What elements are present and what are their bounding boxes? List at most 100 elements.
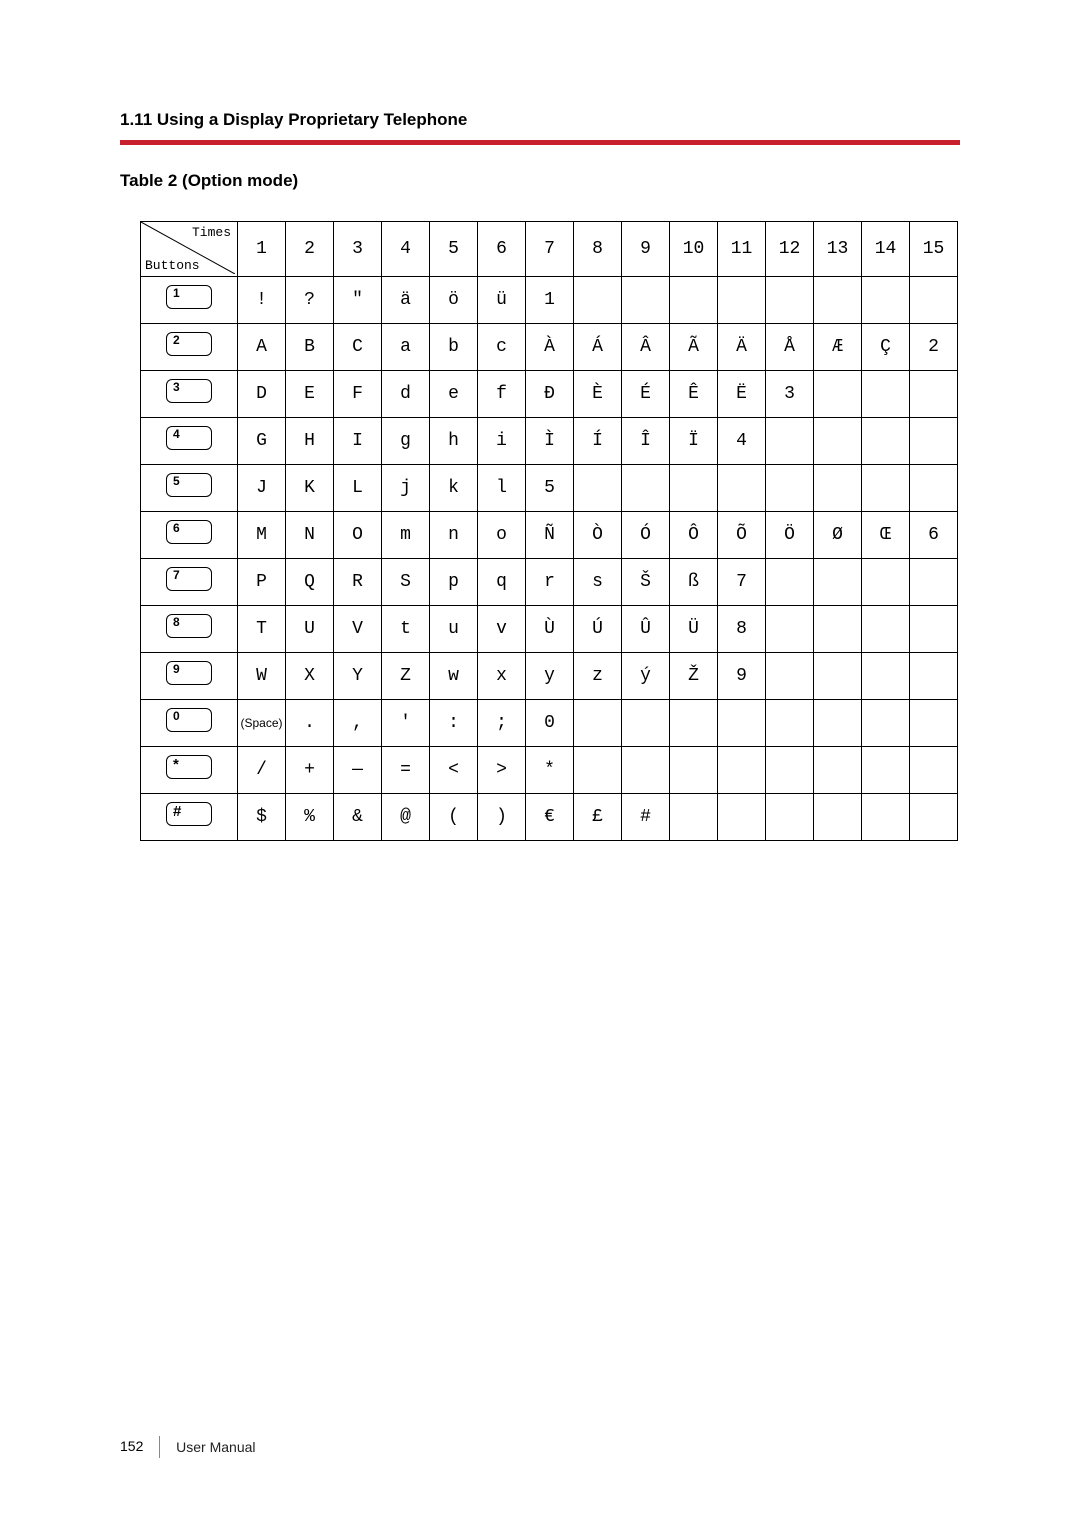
char-cell: x: [478, 653, 526, 700]
column-header: 12: [766, 222, 814, 277]
char-cell: +: [286, 747, 334, 794]
char-cell: Å: [766, 324, 814, 371]
char-cell: [862, 653, 910, 700]
char-cell: [910, 277, 958, 324]
char-cell: @: [382, 794, 430, 841]
char-cell: [574, 465, 622, 512]
char-cell: v: [478, 606, 526, 653]
char-cell: Õ: [718, 512, 766, 559]
char-cell: [862, 559, 910, 606]
char-cell: [670, 794, 718, 841]
char-cell: [910, 559, 958, 606]
char-cell: b: [430, 324, 478, 371]
char-cell: Ô: [670, 512, 718, 559]
char-cell: [910, 465, 958, 512]
char-cell: J: [238, 465, 286, 512]
column-header: 8: [574, 222, 622, 277]
char-cell: Æ: [814, 324, 862, 371]
corner-label-times: Times: [192, 225, 231, 240]
char-cell: [814, 465, 862, 512]
char-cell: &: [334, 794, 382, 841]
char-cell: H: [286, 418, 334, 465]
char-cell: [766, 700, 814, 747]
char-cell: [622, 465, 670, 512]
char-cell: [862, 277, 910, 324]
char-cell: Ž: [670, 653, 718, 700]
char-cell: 7: [718, 559, 766, 606]
phone-key-icon: *: [166, 755, 212, 779]
char-cell: Í: [574, 418, 622, 465]
button-key-cell: 9: [141, 653, 238, 700]
char-cell: Ä: [718, 324, 766, 371]
char-cell: [718, 277, 766, 324]
char-cell: N: [286, 512, 334, 559]
char-cell: [910, 606, 958, 653]
char-cell: Â: [622, 324, 670, 371]
char-cell: A: [238, 324, 286, 371]
section-heading: 1.11 Using a Display Proprietary Telepho…: [120, 110, 960, 130]
char-cell: Q: [286, 559, 334, 606]
char-cell: f: [478, 371, 526, 418]
char-cell: 1: [526, 277, 574, 324]
char-cell: Y: [334, 653, 382, 700]
char-cell: S: [382, 559, 430, 606]
char-cell: [862, 747, 910, 794]
char-cell: c: [478, 324, 526, 371]
char-cell: ': [382, 700, 430, 747]
char-cell: Ê: [670, 371, 718, 418]
button-key-cell: 1: [141, 277, 238, 324]
button-key-cell: 3: [141, 371, 238, 418]
char-cell: 9: [718, 653, 766, 700]
char-cell: [622, 277, 670, 324]
char-cell: j: [382, 465, 430, 512]
column-header: 5: [430, 222, 478, 277]
char-cell: V: [334, 606, 382, 653]
char-cell: Ù: [526, 606, 574, 653]
char-cell: ý: [622, 653, 670, 700]
char-cell: e: [430, 371, 478, 418]
char-cell: Î: [622, 418, 670, 465]
char-cell: Á: [574, 324, 622, 371]
char-cell: [766, 794, 814, 841]
character-entry-table: TimesButtons1234567891011121314151!?"äöü…: [140, 221, 958, 841]
char-cell: 0: [526, 700, 574, 747]
corner-label-buttons: Buttons: [145, 258, 200, 273]
char-cell: [862, 700, 910, 747]
char-cell: M: [238, 512, 286, 559]
char-cell: [670, 277, 718, 324]
manual-label: User Manual: [176, 1439, 255, 1455]
char-cell: Ì: [526, 418, 574, 465]
char-cell: [670, 747, 718, 794]
char-cell: [622, 747, 670, 794]
char-cell: U: [286, 606, 334, 653]
column-header: 9: [622, 222, 670, 277]
char-cell: Ó: [622, 512, 670, 559]
char-cell: Ã: [670, 324, 718, 371]
char-cell: Š: [622, 559, 670, 606]
phone-key-icon: 0: [166, 708, 212, 732]
char-cell: [862, 465, 910, 512]
char-cell: [814, 277, 862, 324]
char-cell: F: [334, 371, 382, 418]
char-cell: !: [238, 277, 286, 324]
char-cell: [862, 606, 910, 653]
button-key-cell: 2: [141, 324, 238, 371]
char-cell: Û: [622, 606, 670, 653]
button-key-cell: #: [141, 794, 238, 841]
char-cell: q: [478, 559, 526, 606]
char-cell: T: [238, 606, 286, 653]
char-cell: /: [238, 747, 286, 794]
char-cell: P: [238, 559, 286, 606]
char-cell: [574, 747, 622, 794]
page-footer: 152 User Manual: [120, 1436, 256, 1458]
char-cell: I: [334, 418, 382, 465]
char-cell: ö: [430, 277, 478, 324]
char-cell: .: [286, 700, 334, 747]
char-cell: [910, 700, 958, 747]
char-cell: Ø: [814, 512, 862, 559]
phone-key-icon: 9: [166, 661, 212, 685]
char-cell: [766, 465, 814, 512]
char-cell: [814, 747, 862, 794]
column-header: 1: [238, 222, 286, 277]
char-cell: l: [478, 465, 526, 512]
